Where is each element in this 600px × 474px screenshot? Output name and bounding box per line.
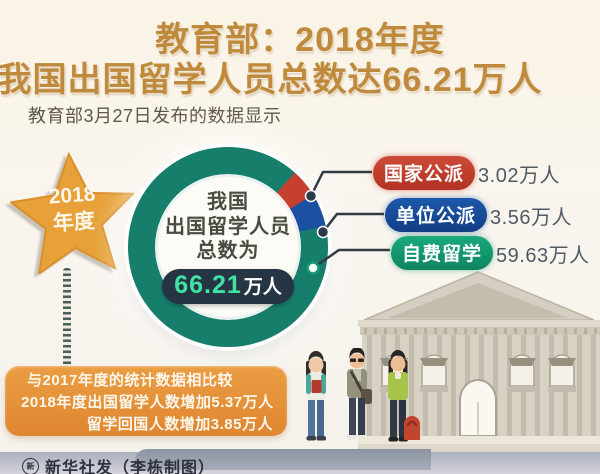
xinhua-logo-icon: 新 — [22, 457, 39, 474]
comparison-line-2: 2018年度出国留学人数增加5.37万人 — [21, 393, 274, 411]
comparison-line-3: 留学回国人数增加3.85万人 — [86, 415, 273, 433]
total-unit: 万人 — [243, 276, 282, 298]
students-illustration — [306, 348, 420, 442]
title-line-2: 我国出国留学人员总数达66.21万人 — [0, 61, 543, 99]
credit-text: 新华社发（李栋制图） — [45, 460, 216, 474]
legend-value-employer-sponsored: 3.56万人 — [490, 206, 572, 229]
legend-row-state-sponsored: 国家公派 3.02万人 — [373, 156, 560, 190]
year-star-badge: 2018 年度 — [10, 152, 136, 274]
donut-center-line2: 出国留学人员 — [165, 215, 291, 238]
legend-label-state-sponsored: 国家公派 — [373, 156, 476, 190]
donut-chart: 我国 出国留学人员 总数为 66.21 万人 — [128, 147, 328, 347]
student-girl-right — [388, 350, 420, 442]
donut-center: 我国 出国留学人员 总数为 66.21 万人 — [158, 177, 298, 317]
title-line-1: 教育部：2018年度 — [155, 21, 445, 59]
subtitle: 教育部3月27日发布的数据显示 — [28, 106, 282, 126]
red-backpack — [404, 416, 420, 440]
comparison-line-1: 与2017年度的统计数据相比较 — [27, 371, 233, 389]
comparison-box: 与2017年度的统计数据相比较 2018年度出国留学人数增加5.37万人 留学回… — [5, 366, 287, 436]
donut-center-line3: 总数为 — [196, 240, 260, 263]
legend-value-state-sponsored: 3.02万人 — [478, 164, 560, 187]
student-boy-middle — [347, 348, 372, 440]
star-year-label: 2018 年度 — [8, 178, 138, 241]
total-value-pill: 66.21 万人 — [162, 268, 294, 304]
legend-value-self-funded: 59.63万人 — [496, 244, 590, 267]
legend-row-self-funded: 自费留学 59.63万人 — [391, 236, 590, 270]
legend-row-employer-sponsored: 单位公派 3.56万人 — [385, 198, 572, 232]
star-pole — [63, 268, 71, 370]
ground-shadow — [135, 449, 431, 470]
legend-label-employer-sponsored: 单位公派 — [385, 198, 488, 232]
credit-bar: 新 新华社发（李栋制图） — [22, 454, 215, 474]
legend-label-self-funded: 自费留学 — [391, 236, 494, 270]
donut-center-line1: 我国 — [207, 191, 249, 214]
star-icon — [10, 152, 136, 274]
student-girl-left — [306, 351, 326, 441]
total-value: 66.21 — [174, 270, 242, 299]
